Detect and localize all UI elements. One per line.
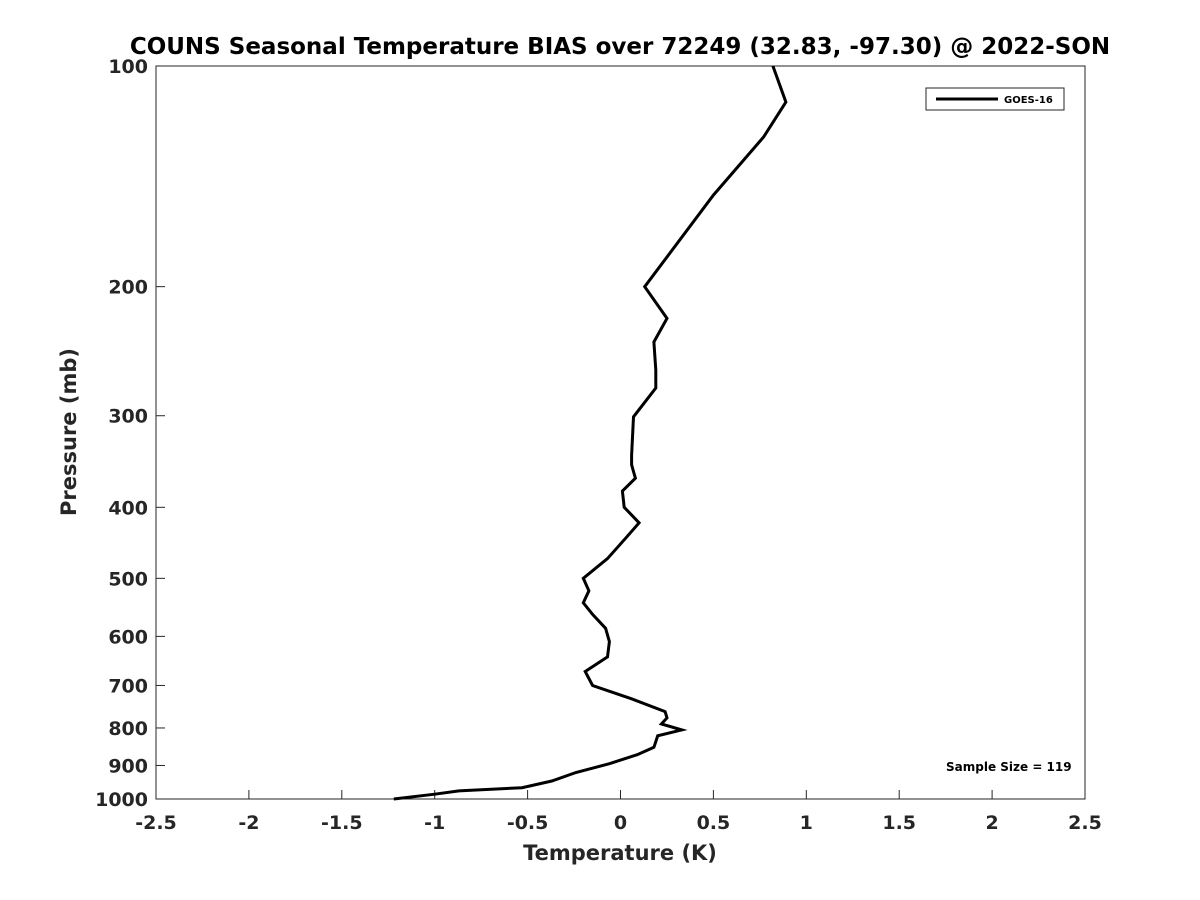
y-tick-label: 500 <box>108 568 148 590</box>
x-tick-label: -0.5 <box>507 812 549 834</box>
x-tick-label: 0.5 <box>697 812 731 834</box>
legend-label-goes-16: GOES-16 <box>1004 95 1053 106</box>
y-axis: 100 200 300 400 500 600 700 800 900 1000 <box>95 56 165 811</box>
legend: GOES-16 <box>925 87 1065 111</box>
x-tick-label: 1.5 <box>882 812 916 834</box>
y-axis-label: Pressure (mb) <box>57 348 81 516</box>
y-tick-label: 1000 <box>95 789 148 811</box>
y-tick-label: 700 <box>108 675 148 697</box>
x-tick-label: 1 <box>800 812 813 834</box>
x-tick-label: 2 <box>985 812 998 834</box>
x-tick-label: -2 <box>238 812 259 834</box>
y-tick-label: 200 <box>108 277 148 299</box>
series-group <box>393 65 788 801</box>
y-tick-label: 300 <box>108 406 148 428</box>
x-axis: -2.5 -2 -1.5 -1 -0.5 0 0.5 1 1.5 2 2.5 <box>135 790 1102 834</box>
chart-title: COUNS Seasonal Temperature BIAS over 722… <box>130 34 1110 60</box>
x-tick-label: -2.5 <box>135 812 177 834</box>
y-tick-label: 600 <box>108 626 148 648</box>
x-tick-label: -1.5 <box>321 812 363 834</box>
x-axis-label: Temperature (K) <box>523 841 717 865</box>
plot-frame <box>155 65 1086 800</box>
series-line-goes-16 <box>393 65 788 801</box>
y-tick-label: 400 <box>108 497 148 519</box>
x-tick-label: 2.5 <box>1068 812 1102 834</box>
x-tick-label: 0 <box>614 812 627 834</box>
y-tick-label: 100 <box>108 56 148 78</box>
y-tick-label: 800 <box>108 718 148 740</box>
x-tick-label: -1 <box>424 812 445 834</box>
y-tick-label: 900 <box>108 755 148 777</box>
sample-size-annotation: Sample Size = 119 <box>946 760 1072 774</box>
